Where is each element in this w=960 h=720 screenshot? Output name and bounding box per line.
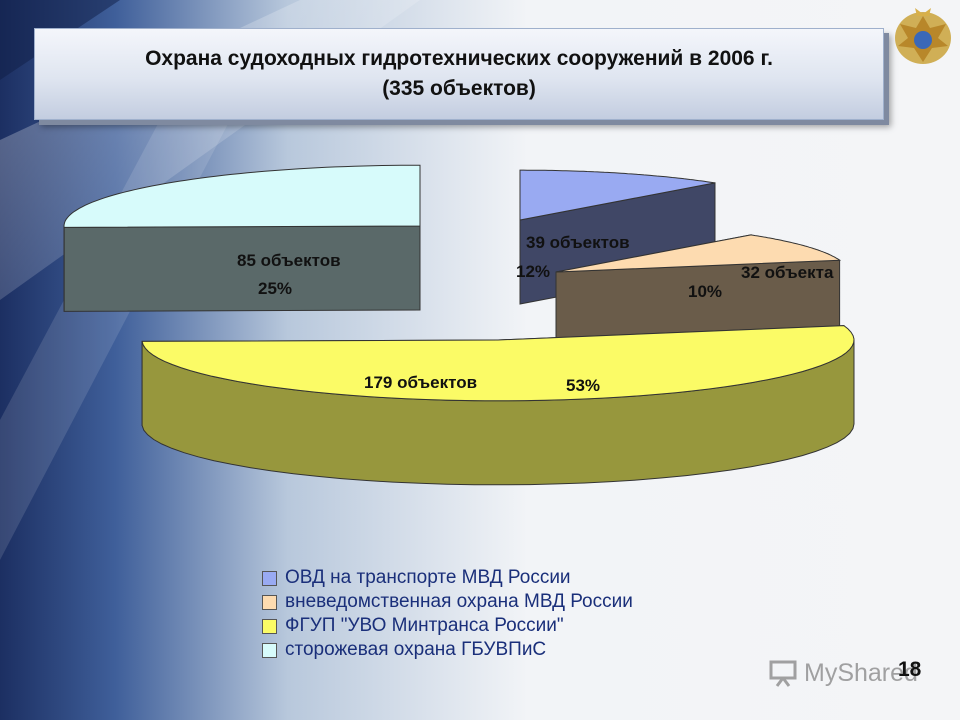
legend-item-storozhevaya: сторожевая охрана ГБУВПиС (262, 638, 742, 662)
legend-label: ФГУП "УВО Минтранса России" (285, 615, 564, 636)
slice-percent-label: 10% (688, 282, 722, 301)
slice-count-label: 179 объектов (364, 373, 477, 392)
title-line-1: Охрана судоходных гидротехнических соору… (145, 47, 773, 70)
presentation-board-icon (769, 660, 797, 687)
slice-count-label: 39 объектов (526, 233, 630, 252)
slice-count-label: 85 объектов (237, 251, 341, 270)
pie-slice-2 (141, 325, 855, 486)
legend-item-vnevedomstvennaya: вневедомственная охрана МВД России (262, 590, 742, 614)
pie-slice-top (63, 164, 421, 228)
legend-item-ovd: ОВД на транспорте МВД России (262, 566, 742, 590)
double-headed-eagle-emblem-icon (895, 8, 951, 64)
chart-legend: ОВД на транспорте МВД России вневедомств… (262, 566, 742, 662)
legend-swatch (262, 570, 277, 586)
slide-number: 18 (898, 658, 922, 681)
legend-label: ОВД на транспорте МВД России (285, 567, 571, 588)
pie-slice-top (141, 325, 855, 402)
title-box: Охрана судоходных гидротехнических соору… (34, 28, 884, 120)
watermark-text: MyShared (804, 658, 918, 687)
pie-slice-3 (63, 164, 421, 312)
legend-item-fgup: ФГУП "УВО Минтранса России" (262, 614, 742, 638)
legend-label: сторожевая охрана ГБУВПиС (285, 639, 547, 660)
legend-swatch (262, 618, 277, 634)
slice-count-label: 32 объекта (741, 263, 834, 282)
legend-swatch (262, 642, 277, 658)
title-line-2: (335 объектов) (382, 77, 536, 100)
legend-swatch (262, 594, 277, 610)
pie-slice-top (519, 169, 716, 221)
pie-slice-top (555, 234, 842, 273)
slice-percent-label: 53% (566, 376, 600, 395)
slice-percent-label: 25% (258, 279, 292, 298)
slice-percent-label: 12% (516, 262, 550, 281)
watermark: MyShared (768, 656, 918, 690)
legend-label: вневедомственная охрана МВД России (285, 591, 633, 612)
